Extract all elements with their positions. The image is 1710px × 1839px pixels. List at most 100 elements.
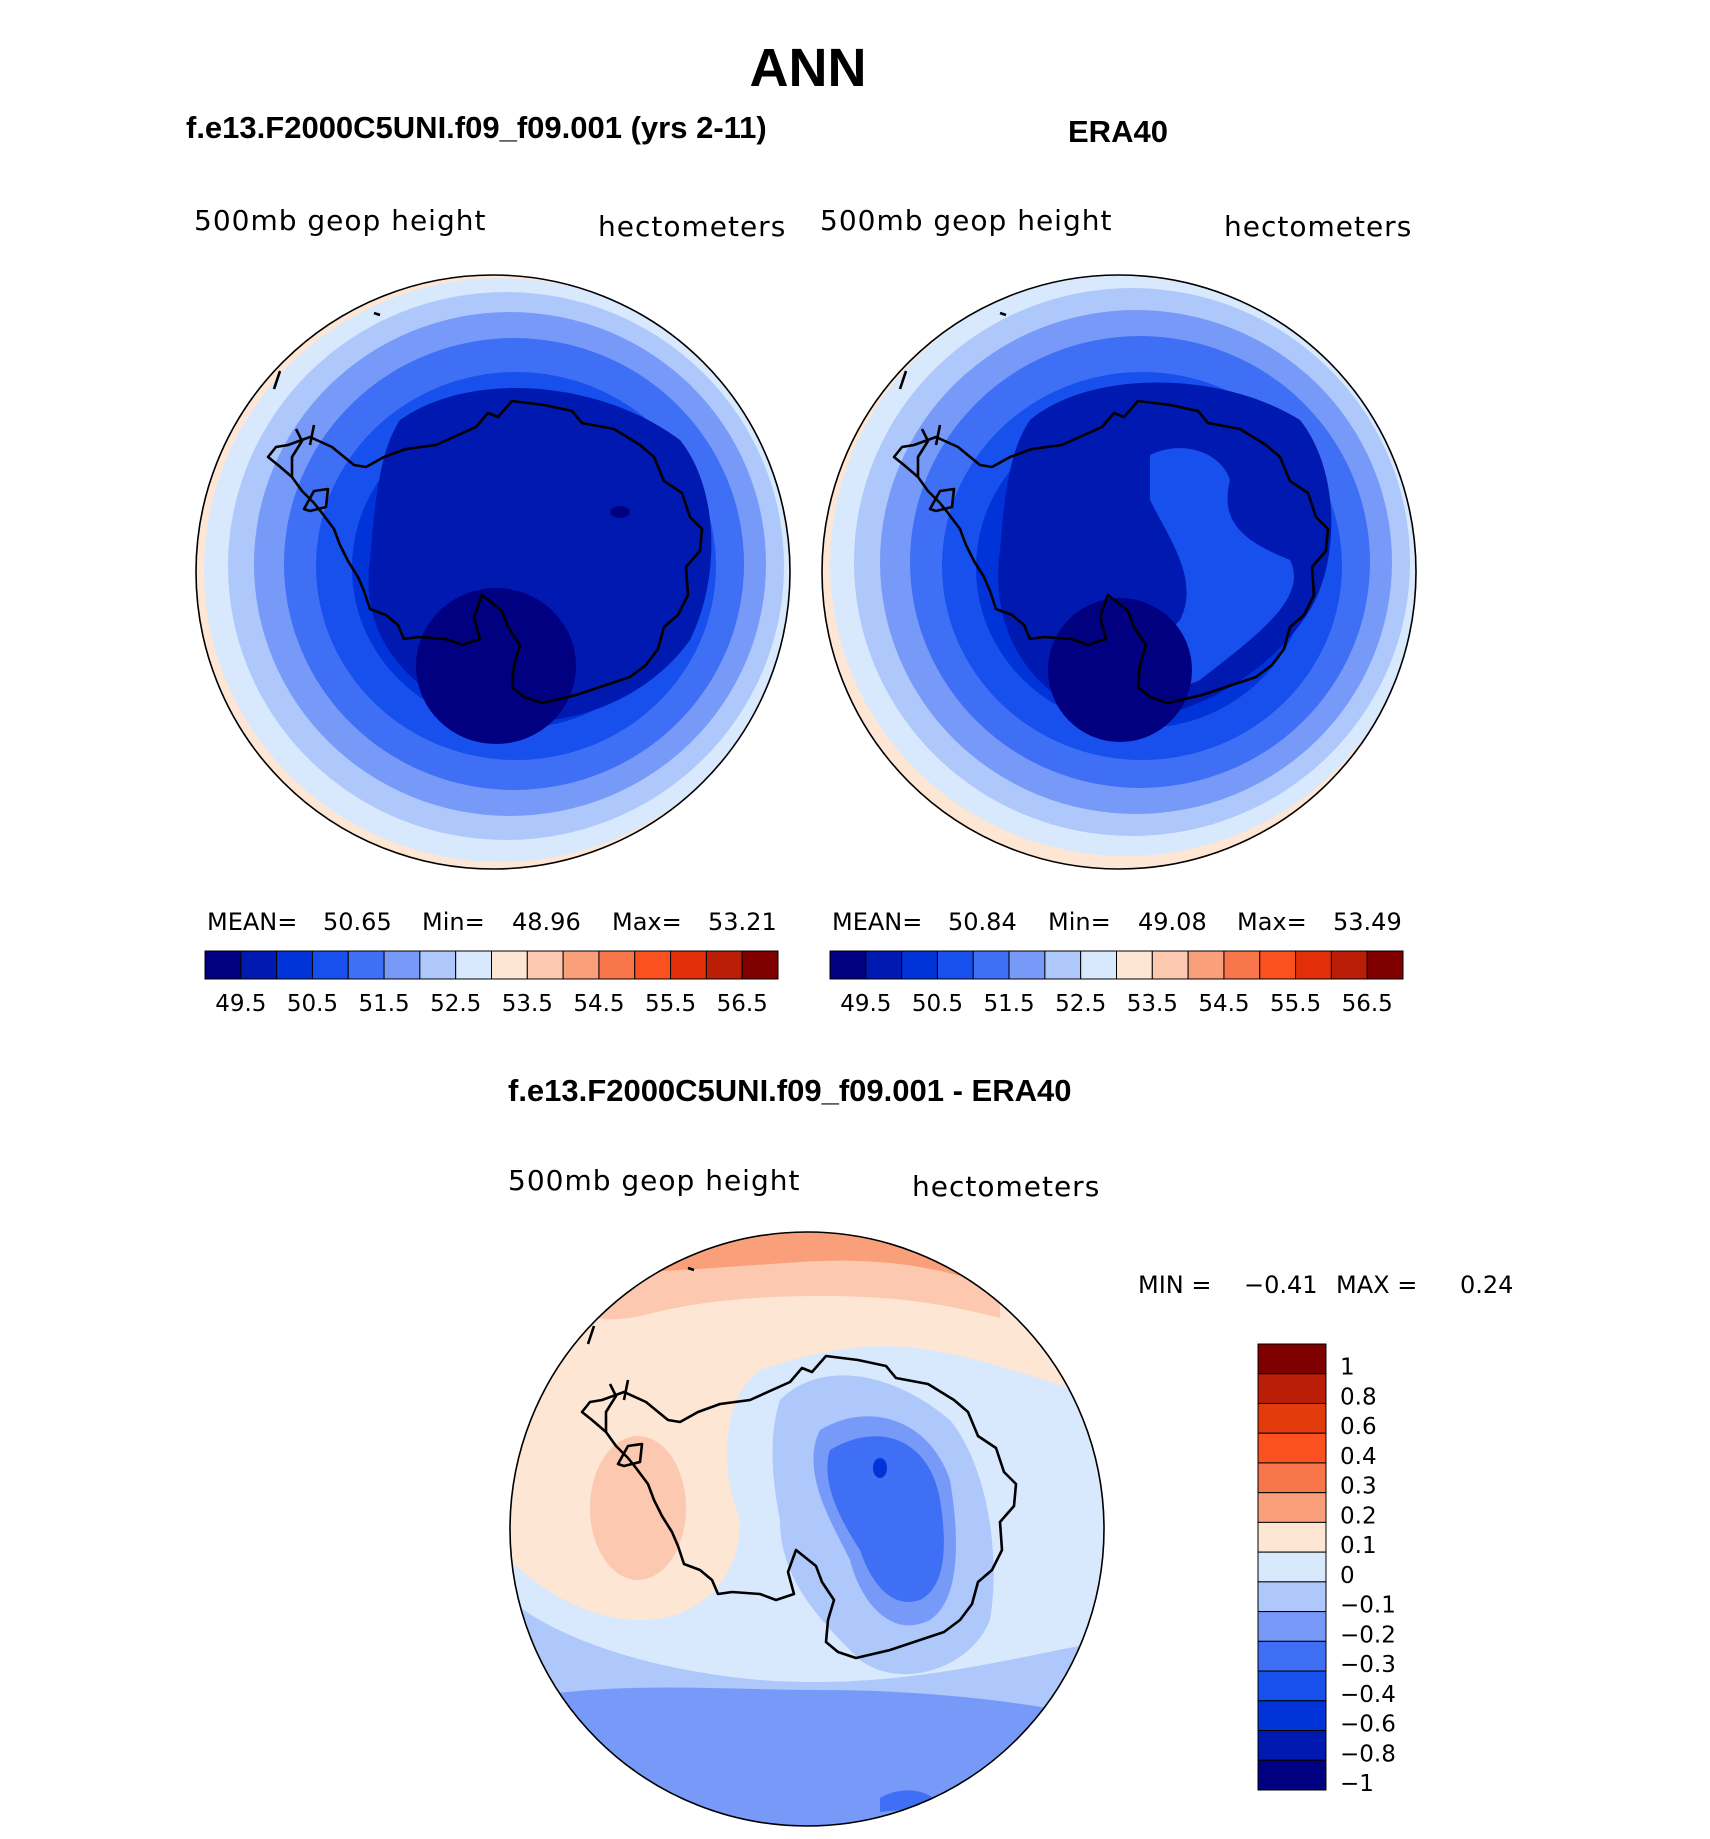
diff-colorbar-box: [1257, 1492, 1327, 1523]
diff-colorbar: 1 0.8 0.6 0.4 0.3 0.2 0.1 0 −0.1 −0.2 −0.3 −0.4 −0.6…: [1257, 1343, 1396, 1797]
right-colorbar-box: [1223, 950, 1261, 980]
left-min-label: Min=: [422, 908, 485, 936]
left-colorbar-label: 55.5: [645, 991, 696, 1017]
diff-colorbar-label: 0.8: [1340, 1384, 1377, 1410]
right-panel-title: ERA40: [1068, 114, 1168, 149]
right-colorbar-box: [1080, 950, 1117, 980]
right-max-label: Max=: [1237, 908, 1307, 936]
left-colorbar-box: [705, 950, 743, 980]
left-mean-label: MEAN=: [207, 908, 297, 936]
left-colorbar-label: 53.5: [502, 991, 553, 1017]
right-mean-label: MEAN=: [832, 908, 922, 936]
diff-colorbar-label: 0.2: [1340, 1503, 1377, 1529]
right-units-label: hectometers: [1224, 210, 1412, 243]
right-variable-label: 500mb geop height: [820, 204, 1112, 237]
right-colorbar-label: 56.5: [1342, 991, 1393, 1017]
left-colorbar-box: [276, 950, 313, 980]
left-colorbar-box: [347, 950, 385, 980]
diff-colorbar-box: [1257, 1402, 1327, 1434]
right-colorbar-box: [829, 950, 867, 980]
diff-colorbar-box: [1257, 1373, 1327, 1404]
left-colorbar-label: 50.5: [287, 991, 338, 1017]
right-colorbar: 49.5 50.5 51.5 52.5 53.5 54.5 55.5 56.5: [829, 950, 1404, 1017]
right-colorbar-box: [1295, 950, 1332, 980]
right-max-value: 53.49: [1333, 908, 1402, 936]
diff-colorbar-label: −0.1: [1340, 1593, 1396, 1619]
left-colorbar-box: [204, 950, 242, 980]
left-colorbar-box: [455, 950, 492, 980]
figure-title: ANN: [750, 38, 867, 98]
right-colorbar-label: 50.5: [912, 991, 963, 1017]
diff-min-label: MIN =: [1138, 1271, 1211, 1299]
diff-colorbar-box: [1257, 1611, 1327, 1642]
right-colorbar-box: [865, 950, 903, 980]
left-min-value: 48.96: [512, 908, 581, 936]
left-stats: MEAN= 50.65 Min= 48.96 Max= 53.21: [207, 908, 777, 936]
right-colorbar-label: 54.5: [1198, 991, 1249, 1017]
left-units-label: hectometers: [598, 210, 786, 243]
diff-colorbar-label: 0.4: [1340, 1444, 1377, 1470]
left-colorbar-box: [383, 950, 421, 980]
right-colorbar-box: [1116, 950, 1153, 980]
left-colorbar-label: 52.5: [430, 991, 481, 1017]
diff-colorbar-label: −0.6: [1340, 1712, 1396, 1738]
left-colorbar-label: 54.5: [573, 991, 624, 1017]
right-colorbar-box: [1366, 950, 1404, 980]
left-colorbar-label: 51.5: [358, 991, 409, 1017]
right-colorbar-label: 52.5: [1055, 991, 1106, 1017]
diff-colorbar-label: 0.3: [1340, 1474, 1377, 1500]
right-colorbar-box: [936, 950, 974, 980]
left-colorbar-box: [419, 950, 457, 980]
right-colorbar-label: 51.5: [983, 991, 1034, 1017]
left-colorbar-box: [741, 950, 779, 980]
diff-max-value: 0.24: [1460, 1271, 1513, 1299]
right-colorbar-box: [1187, 950, 1225, 980]
diff-colorbar-box: [1257, 1640, 1327, 1672]
diff-colorbar-label: −1: [1340, 1771, 1374, 1797]
left-colorbar-box: [670, 950, 707, 980]
right-stats: MEAN= 50.84 Min= 49.08 Max= 53.49: [832, 908, 1402, 936]
right-map-border: [821, 274, 1417, 870]
left-mean-value: 50.65: [323, 908, 392, 936]
diff-panel-title: f.e13.F2000C5UNI.f09_f09.001 - ERA40: [508, 1073, 1071, 1108]
diff-colorbar-box: [1257, 1759, 1327, 1791]
diff-colorbar-label: 0.1: [1340, 1533, 1377, 1559]
diff-map-border: [509, 1231, 1105, 1827]
left-colorbar-box: [311, 950, 349, 980]
left-colorbar-box: [491, 950, 528, 980]
left-map: [196, 275, 790, 869]
right-colorbar-box: [972, 950, 1010, 980]
left-colorbar-box: [526, 950, 564, 980]
diff-colorbar-label: −0.3: [1340, 1652, 1396, 1678]
diff-stats: MIN = −0.41 MAX = 0.24: [1138, 1271, 1513, 1299]
right-colorbar-box: [1008, 950, 1046, 980]
left-colorbar-box: [562, 950, 600, 980]
right-colorbar-box: [1044, 950, 1082, 980]
diff-colorbar-label: 0.6: [1340, 1414, 1377, 1440]
right-mean-value: 50.84: [948, 908, 1017, 936]
right-colorbar-box: [1330, 950, 1368, 980]
right-colorbar-label: 55.5: [1270, 991, 1321, 1017]
diff-colorbar-label: 0: [1340, 1563, 1355, 1589]
diff-colorbar-label: −0.2: [1340, 1622, 1396, 1648]
diff-colorbar-box: [1257, 1462, 1327, 1494]
left-colorbar-box: [240, 950, 278, 980]
left-colorbar-box: [598, 950, 636, 980]
left-colorbar-box: [634, 950, 672, 980]
diff-variable-label: 500mb geop height: [508, 1164, 800, 1197]
diff-colorbar-box: [1257, 1432, 1327, 1464]
left-colorbar: 49.5 50.5 51.5 52.5 53.5 54.5 55.5 56.5: [204, 950, 779, 1017]
diff-colorbar-label: 1: [1340, 1355, 1355, 1381]
left-colorbar-label: 56.5: [717, 991, 768, 1017]
diff-colorbar-box: [1257, 1551, 1327, 1583]
left-map-border: [195, 274, 791, 870]
left-panel-title: f.e13.F2000C5UNI.f09_f09.001 (yrs 2-11): [186, 110, 767, 145]
diff-colorbar-box: [1257, 1730, 1327, 1761]
left-max-label: Max=: [612, 908, 682, 936]
right-colorbar-box: [1151, 950, 1189, 980]
diff-colorbar-box: [1257, 1581, 1327, 1613]
diff-max-label: MAX =: [1336, 1271, 1417, 1299]
diff-min-value: −0.41: [1244, 1271, 1318, 1299]
right-min-value: 49.08: [1138, 908, 1207, 936]
